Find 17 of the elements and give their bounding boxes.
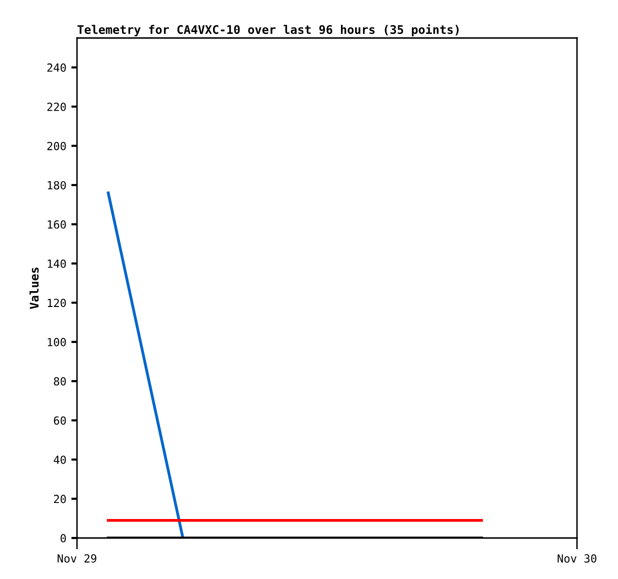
y-tick-label: 200 [47, 142, 66, 150]
y-tick-label: 80 [54, 377, 66, 386]
y-tick-label: 100 [48, 338, 66, 346]
x-tick-label: Nov 30 [558, 554, 596, 563]
y-tick-label: 40 [54, 456, 66, 464]
y-tick-label: 0 [60, 534, 66, 542]
y-tick-label: 180 [48, 181, 66, 190]
y-axis-title: Values [30, 268, 39, 309]
x-tick-label: Nov 29 [58, 554, 96, 563]
y-tick-label: 240 [47, 63, 66, 72]
y-tick-label: 20 [54, 494, 66, 504]
y-tick-label: 140 [48, 259, 66, 268]
chart-title: Telemetry for CA4VXC-10 over last 96 hours (35 points) [78, 24, 459, 36]
y-tick-label: 160 [48, 220, 66, 229]
y-tick-label: 120 [48, 298, 66, 308]
y-tick-label: 220 [47, 102, 66, 112]
y-tick-label: 60 [54, 416, 66, 425]
